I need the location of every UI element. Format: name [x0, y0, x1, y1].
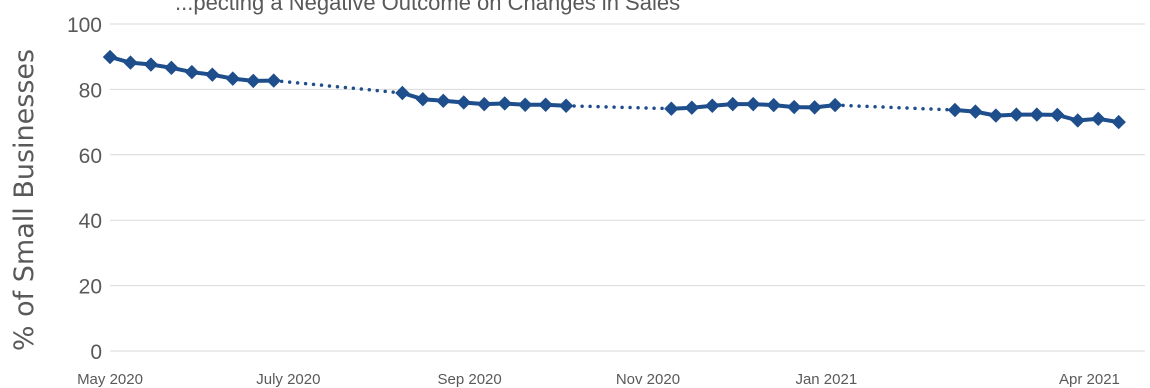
y-tick-label: 80: [79, 79, 102, 102]
x-tick-label: July 2020: [256, 371, 320, 388]
x-tick-label: Nov 2020: [616, 371, 680, 388]
y-tick-label: 60: [79, 145, 102, 168]
data-point: [968, 104, 983, 119]
data-point: [1091, 111, 1106, 127]
data-point: [415, 92, 431, 107]
y-tick-label: 40: [79, 210, 102, 233]
data-point: [395, 85, 410, 101]
x-tick-label: Jan 2021: [795, 371, 857, 388]
data-point: [246, 73, 261, 89]
data-point: [1070, 113, 1085, 128]
data-point: [684, 100, 700, 115]
data-point: [143, 57, 159, 72]
data-point: [123, 55, 138, 70]
data-point: [456, 95, 471, 110]
data-point: [266, 73, 281, 88]
data-point: [558, 98, 574, 113]
data-point: [517, 97, 533, 112]
data-point: [1009, 107, 1024, 122]
data-point: [1111, 114, 1126, 130]
data-point: [725, 96, 740, 112]
x-tick-labels: May 2020 July 2020 Sep 2020 Nov 2020 Jan 202…: [77, 371, 1120, 388]
y-axis-label: % of Small Businesses: [9, 49, 40, 351]
x-tick-label: Apr 2021: [1059, 371, 1120, 388]
data-point: [664, 101, 679, 116]
data-point: [497, 96, 512, 111]
data-point: [1029, 107, 1045, 122]
y-tick-label: 20: [79, 276, 102, 299]
data-point: [436, 93, 451, 109]
gap-connector: [564, 104, 674, 111]
y-tick-label: 100: [67, 14, 102, 37]
x-tick-label: May 2020: [77, 371, 143, 388]
gap-connector: [271, 78, 405, 95]
data-point: [225, 71, 241, 86]
gap-connectors: [271, 78, 957, 112]
data-point: [786, 99, 802, 115]
data-point: [205, 67, 220, 82]
data-point: [164, 60, 179, 76]
data-point: [827, 97, 843, 113]
gridlines: [110, 23, 1145, 352]
data-point: [538, 97, 553, 112]
data-points: [102, 49, 1126, 130]
data-point: [184, 64, 200, 80]
y-tick-labels: 0 20 40 60 80 100: [67, 14, 102, 364]
data-point: [746, 96, 761, 112]
y-tick-label: 0: [90, 341, 102, 364]
data-point: [807, 100, 822, 115]
data-point: [102, 49, 118, 65]
data-point: [705, 98, 720, 113]
data-point: [988, 108, 1004, 123]
gap-connector: [833, 103, 957, 112]
chart-title: ...pecting a Negative Outcome on Changes…: [175, 0, 680, 15]
data-point: [477, 96, 492, 112]
data-point: [947, 102, 963, 118]
data-point: [1050, 107, 1065, 123]
data-point: [766, 97, 781, 113]
x-tick-label: Sep 2020: [438, 371, 502, 388]
